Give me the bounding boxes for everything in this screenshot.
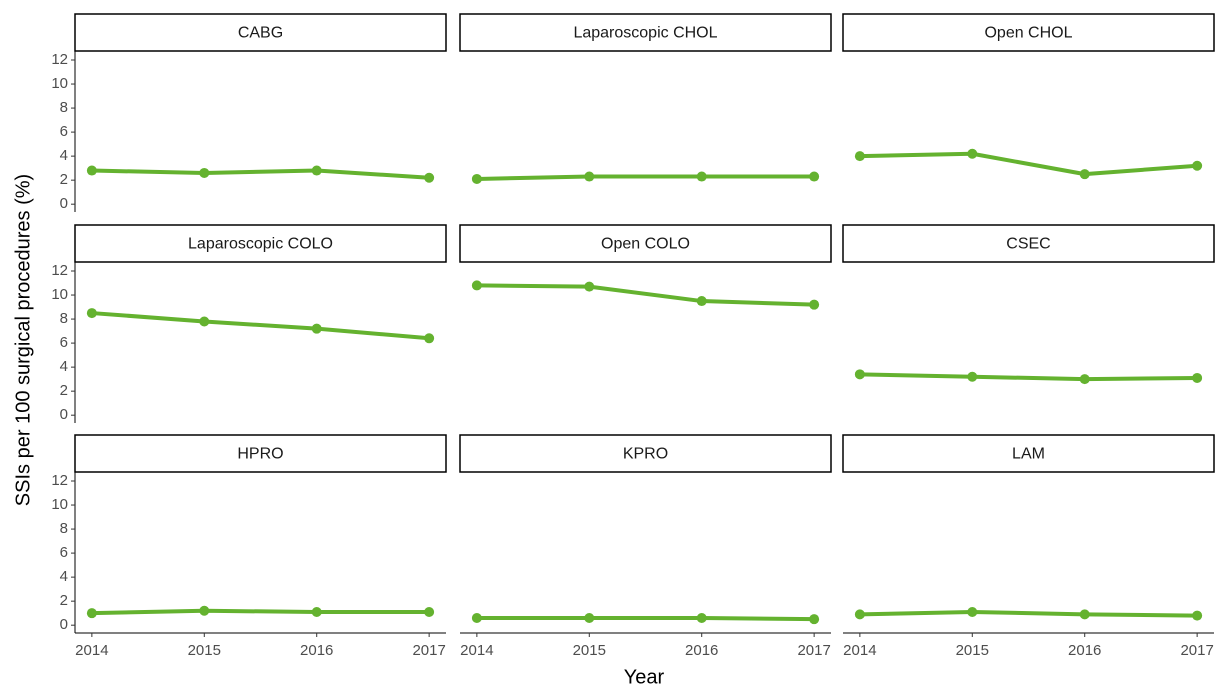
series-line [859,151,1198,177]
point [809,614,820,625]
strip [459,434,832,473]
x-tick-label: 2014 [843,642,876,659]
strip [74,434,447,473]
series-line [859,609,1198,618]
panel-title: Laparoscopic COLO [188,236,333,253]
x-tick-label: 2017 [797,642,830,659]
y-axis-title: SSIs per 100 surgical procedures (%) [12,174,34,506]
series-line [476,174,815,181]
point [471,612,482,623]
y-tick-label: 6 [60,334,68,351]
point [809,299,820,310]
y-tick-label: 2 [60,382,68,399]
x-tick-label: 2014 [460,642,493,659]
point [584,281,595,292]
y-tick-label: 0 [60,195,68,212]
x-tick-label: 2014 [75,642,108,659]
point [967,371,978,382]
strip [459,13,832,52]
y-tick-label: 6 [60,544,68,561]
y-tick-label: 8 [60,310,68,327]
point [967,148,978,159]
y-tick-label: 10 [51,496,68,513]
x-tick-label: 2015 [956,642,989,659]
point [854,609,865,620]
y-tick-label: 2 [60,171,68,188]
point [199,167,210,178]
x-tick-label: 2016 [1068,642,1101,659]
series-line [476,615,815,622]
y-tick-label: 10 [51,75,68,92]
point [809,171,820,182]
point [86,308,97,319]
point [199,605,210,616]
y-tick-label: 10 [51,286,68,303]
panel-title: Open COLO [601,236,690,253]
strip [459,224,832,263]
point [584,171,595,182]
point [311,165,322,176]
point [584,612,595,623]
point [311,606,322,617]
x-tick-label: 2016 [300,642,333,659]
y-tick-label: 8 [60,520,68,537]
strip [842,434,1215,473]
y-tick-label: 12 [51,472,68,489]
y-tick-label: 12 [51,262,68,279]
point [854,151,865,162]
point [1192,160,1203,171]
y-tick-label: 2 [60,592,68,609]
point [311,323,322,334]
x-tick-label: 2015 [188,642,221,659]
series-line [476,283,815,307]
strip [842,13,1215,52]
y-tick-label: 0 [60,406,68,423]
point [696,612,707,623]
point [967,606,978,617]
y-tick-label: 8 [60,99,68,116]
x-tick-label: 2017 [412,642,445,659]
y-tick-label: 4 [60,147,68,164]
point [199,316,210,327]
panel-title: Open CHOL [984,25,1072,42]
y-tick-label: 4 [60,358,68,375]
point [696,171,707,182]
panel-title: Laparoscopic CHOL [573,25,717,42]
y-tick-label: 0 [60,616,68,633]
point [1192,610,1203,621]
point [471,173,482,184]
panel-title: HPRO [237,446,283,463]
panel-title: CSEC [1006,236,1050,253]
point [1079,169,1090,180]
x-tick-label: 2015 [573,642,606,659]
point [696,296,707,307]
strip [74,13,447,52]
x-axis-title: Year [624,666,665,688]
point [471,280,482,291]
panel-title: KPRO [623,446,668,463]
point [424,333,435,344]
series-line [859,372,1198,382]
series-line [91,608,430,616]
strip [842,224,1215,263]
x-tick-label: 2016 [685,642,718,659]
point [1192,372,1203,383]
series-line [91,311,430,341]
point [1079,374,1090,385]
point [1079,609,1090,620]
x-tick-label: 2017 [1180,642,1213,659]
strip [74,224,447,263]
y-tick-label: 12 [51,51,68,68]
point [424,172,435,183]
point [424,606,435,617]
point [854,369,865,380]
panel-title: CABG [238,25,283,42]
panel-title: LAM [1012,446,1045,463]
point [86,165,97,176]
series-line [91,168,430,180]
y-tick-label: 4 [60,568,68,585]
point [86,608,97,619]
y-tick-label: 6 [60,123,68,140]
